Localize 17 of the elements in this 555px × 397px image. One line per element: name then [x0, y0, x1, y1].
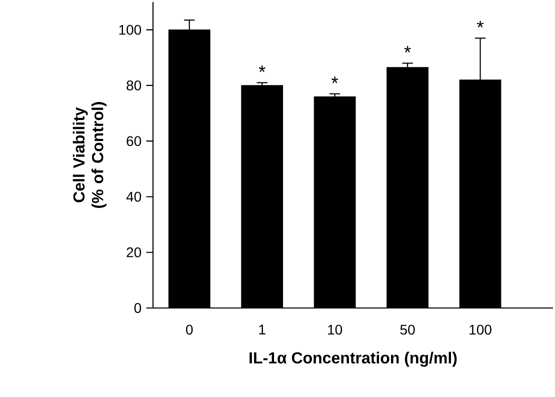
y-tick-label: 20 [126, 247, 142, 258]
annotation: * [404, 46, 411, 53]
x-tick-label: 100 [470, 324, 492, 335]
y-tick-label: 60 [126, 136, 142, 146]
y-tick-label: 80 [126, 80, 142, 90]
x-tick-label: 10 [328, 324, 342, 335]
annotation: * [258, 65, 266, 72]
y-tick-label: 40 [126, 192, 142, 202]
x-axis-title: IL-1α Concentration (ng/ml) [250, 352, 457, 367]
x-tick-label: 1 [259, 324, 266, 334]
x-tick-label: 0 [186, 324, 193, 335]
y-tick-label: 0 [134, 303, 142, 313]
y-tick-label: 100 [119, 24, 142, 35]
annotation: * [476, 20, 484, 28]
x-tick-label: 50 [400, 324, 415, 335]
y-axis-title: Cell Viability (% of Control) [72, 102, 106, 208]
annotation: * [331, 76, 338, 84]
